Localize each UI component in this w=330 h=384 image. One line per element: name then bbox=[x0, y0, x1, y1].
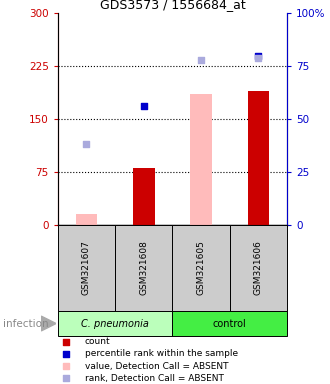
Point bbox=[63, 351, 69, 357]
Point bbox=[141, 103, 147, 109]
Text: infection: infection bbox=[3, 318, 49, 329]
Bar bbox=[58, 225, 115, 311]
Bar bbox=[248, 91, 269, 225]
Text: GSM321608: GSM321608 bbox=[139, 240, 148, 295]
Polygon shape bbox=[41, 316, 56, 331]
Point bbox=[198, 57, 204, 63]
Bar bbox=[58, 311, 173, 336]
Bar bbox=[76, 214, 97, 225]
Text: control: control bbox=[213, 318, 247, 329]
Bar bbox=[190, 94, 212, 225]
Point bbox=[256, 53, 261, 59]
Text: GSM321605: GSM321605 bbox=[197, 240, 206, 295]
Point bbox=[63, 363, 69, 369]
Point bbox=[84, 141, 89, 147]
Text: percentile rank within the sample: percentile rank within the sample bbox=[85, 349, 238, 359]
Point bbox=[63, 339, 69, 345]
Bar bbox=[133, 168, 155, 225]
Text: value, Detection Call = ABSENT: value, Detection Call = ABSENT bbox=[85, 361, 228, 371]
Title: GDS3573 / 1556684_at: GDS3573 / 1556684_at bbox=[100, 0, 245, 11]
Bar bbox=[115, 225, 173, 311]
Bar bbox=[173, 225, 230, 311]
Point bbox=[256, 55, 261, 61]
Text: rank, Detection Call = ABSENT: rank, Detection Call = ABSENT bbox=[85, 374, 224, 382]
Bar bbox=[230, 225, 287, 311]
Text: count: count bbox=[85, 338, 111, 346]
Bar bbox=[173, 311, 287, 336]
Text: C. pneumonia: C. pneumonia bbox=[81, 318, 149, 329]
Text: GSM321607: GSM321607 bbox=[82, 240, 91, 295]
Text: GSM321606: GSM321606 bbox=[254, 240, 263, 295]
Point bbox=[63, 375, 69, 381]
